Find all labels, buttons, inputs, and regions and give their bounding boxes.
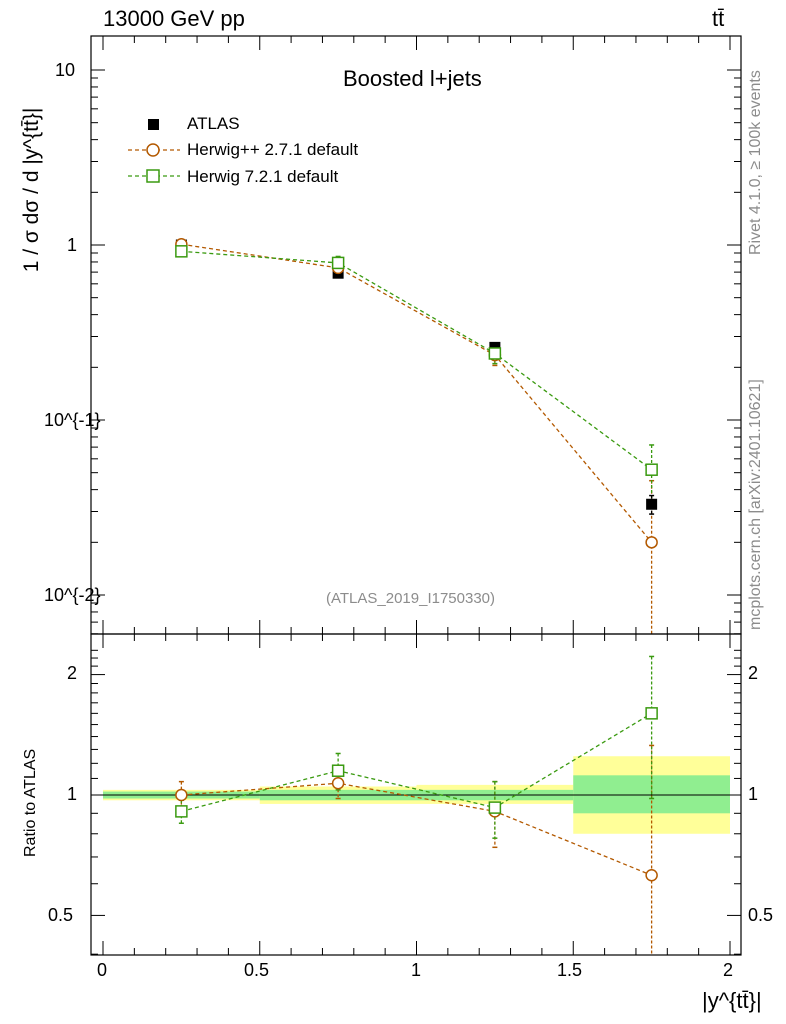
rivet-version: Rivet 4.1.0, ≥ 100k events bbox=[747, 70, 764, 255]
ratio-point-herwig7 bbox=[488, 801, 502, 814]
ratio-ytick-label-right: 2 bbox=[748, 663, 759, 683]
ratio-ylabel: Ratio to ATLAS bbox=[22, 748, 39, 857]
header-energy-label: 13000 GeV pp bbox=[103, 6, 245, 31]
analysis-id: (ATLAS_2019_I1750330) bbox=[326, 590, 496, 607]
data-point-atlas bbox=[646, 498, 658, 510]
data-point-herwig7 bbox=[488, 347, 502, 360]
ratio-point-herwig7 bbox=[331, 764, 345, 777]
legend-label-atlas: ATLAS bbox=[187, 114, 240, 133]
data-point-herwig7 bbox=[645, 463, 658, 476]
ratio-point-herwigpp bbox=[331, 776, 345, 790]
series-line-herwig7 bbox=[181, 250, 653, 471]
xtick-label: 2 bbox=[723, 960, 734, 980]
legend-marker-herwigpp bbox=[146, 143, 160, 157]
ratio-line-herwig7 bbox=[181, 712, 652, 813]
xtick-label: 0 bbox=[97, 960, 108, 980]
xlabel: |y^{tt̄}| bbox=[702, 988, 762, 1013]
ratio-ytick-label: 1 bbox=[67, 784, 78, 804]
ratio-ytick-label: 2 bbox=[67, 663, 78, 683]
ytick-label: 10 bbox=[55, 60, 76, 80]
chart-title: Boosted l+jets bbox=[343, 66, 482, 91]
ratio-point-herwigpp bbox=[175, 788, 188, 802]
ytick-label: 10^{-1} bbox=[44, 410, 101, 430]
xtick-label: 0.5 bbox=[244, 960, 270, 980]
xtick-label: 1 bbox=[411, 960, 422, 980]
header-process-label: tt̄ bbox=[712, 6, 725, 31]
xtick-label: 1.5 bbox=[557, 960, 583, 980]
mcplots-credit: mcplots.cern.ch [arXiv:2401.10621] bbox=[747, 379, 764, 630]
main-ylabel: 1 / σ dσ / d |y^{tt̄}| bbox=[20, 107, 43, 273]
legend-label-herwigpp: Herwig++ 2.7.1 default bbox=[187, 140, 359, 159]
ytick-label: 1 bbox=[67, 235, 78, 255]
ytick-label: 10^{-2} bbox=[44, 585, 101, 605]
data-point-herwig7 bbox=[331, 256, 345, 270]
legend-marker-herwig7 bbox=[146, 169, 160, 183]
series-line-herwigpp bbox=[181, 243, 653, 543]
ratio-line-herwigpp bbox=[181, 782, 652, 876]
ratio-ytick-label-right: 0.5 bbox=[748, 905, 774, 925]
data-point-herwigpp bbox=[645, 536, 658, 549]
data-point-herwig7 bbox=[175, 245, 188, 258]
ratio-ytick-label: 0.5 bbox=[48, 905, 74, 925]
ratio-ytick-label-right: 1 bbox=[748, 784, 759, 804]
ratio-point-herwigpp bbox=[645, 869, 658, 882]
legend-marker-atlas bbox=[148, 119, 159, 130]
ratio-point-herwig7 bbox=[645, 707, 658, 720]
legend-label-herwig7: Herwig 7.2.1 default bbox=[187, 167, 339, 186]
ratio-point-herwig7 bbox=[175, 805, 188, 818]
